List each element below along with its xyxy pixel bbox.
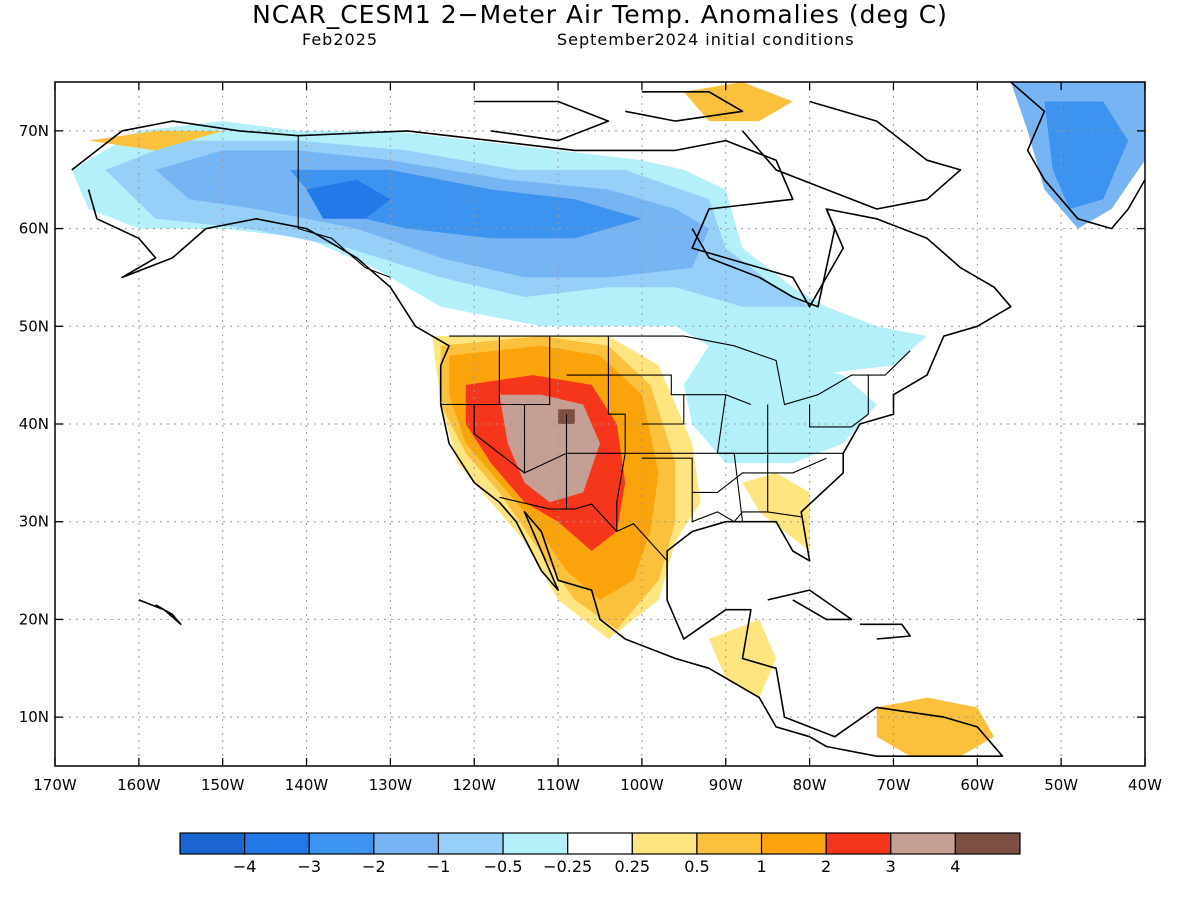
map-title: NCAR_CESM1 2−Meter Air Temp. Anomalies (… xyxy=(252,0,948,29)
colorbar-swatch xyxy=(760,832,827,855)
colorbar-label: −3 xyxy=(297,857,321,876)
anomaly-region-canada-cold-3 xyxy=(289,169,642,239)
colorbar-label: 0.25 xyxy=(614,857,650,876)
lon-tick-label: 50W xyxy=(1044,776,1078,794)
colorbar-swatch xyxy=(308,832,375,855)
colorbar-swatch xyxy=(696,832,763,855)
lat-tick-label: 70N xyxy=(19,122,49,140)
colorbar-swatch xyxy=(631,832,698,855)
colorbar-label: 0.5 xyxy=(684,857,709,876)
colorbar-label: 1 xyxy=(756,857,766,876)
anomaly-region-east-us-cool xyxy=(683,345,877,464)
lon-tick-label: 100W xyxy=(620,776,664,794)
colorbar-label: 3 xyxy=(886,857,896,876)
state-line-8 xyxy=(641,457,827,493)
anomaly-region-southeast-warm xyxy=(742,472,810,551)
colorbar-label: 2 xyxy=(821,857,831,876)
anomaly-fill-layer xyxy=(71,82,1145,757)
lon-tick-label: 110W xyxy=(536,776,580,794)
state-line-10 xyxy=(716,394,744,522)
state-line-3 xyxy=(523,404,844,474)
lat-tick-label: 40N xyxy=(19,415,49,433)
colorbar-label: 4 xyxy=(950,857,960,876)
anomaly-region-alaska-west-warm xyxy=(88,130,223,151)
colorbar-swatch xyxy=(890,832,956,855)
lon-tick-label: 160W xyxy=(117,776,161,794)
colorbar-swatch xyxy=(954,832,1021,855)
anomaly-region-greenland-cold-core xyxy=(1044,101,1129,209)
lon-tick-label: 80W xyxy=(793,776,827,794)
colorbar-label: −4 xyxy=(233,857,257,876)
colorbar: −4 −3 −2 −1 −0.5 −0.25 0.25 0.5 1 2 3 4 xyxy=(179,832,1021,876)
cuba xyxy=(767,589,853,621)
init-conditions-label: September2024 initial conditions xyxy=(557,30,855,49)
state-line-7 xyxy=(641,394,685,425)
lon-tick-label: 120W xyxy=(452,776,496,794)
colorbar-label: −2 xyxy=(362,857,386,876)
arctic-island-2 xyxy=(625,91,744,122)
us-mexico-border xyxy=(499,496,668,562)
colorbar-swatch xyxy=(502,832,569,855)
anomaly-region-yukon-cold-core xyxy=(306,179,391,219)
lat-tick-label: 10N xyxy=(19,708,49,726)
graticule xyxy=(55,82,1145,766)
lon-tick-label: 90W xyxy=(709,776,743,794)
colorbar-label: −0.25 xyxy=(543,857,592,876)
lon-tick-label: 60W xyxy=(960,776,994,794)
colorbar-swatch xyxy=(567,832,633,855)
hawaii xyxy=(138,599,182,626)
greenland-coast xyxy=(1010,82,1145,230)
lon-tick-label: 70W xyxy=(877,776,911,794)
state-line-2 xyxy=(473,336,525,474)
hudson-bay-coast xyxy=(691,208,836,308)
colorbar-swatch xyxy=(825,832,892,855)
coastlines-and-borders xyxy=(71,82,1145,758)
north-america-coast xyxy=(71,120,1012,758)
hispaniola xyxy=(859,623,912,640)
valid-month-label: Feb2025 xyxy=(302,30,379,49)
lat-tick-label: 30N xyxy=(19,513,49,531)
lon-tick-label: 130W xyxy=(369,776,413,794)
lat-tick-label: 50N xyxy=(19,317,49,335)
axis-ticks: 70N 60N 50N 40N 30N 20N 10N 170W 160W 150W 140W 130… xyxy=(19,82,1162,794)
colorbar-label: −0.5 xyxy=(484,857,523,876)
colorbar-swatch xyxy=(437,832,504,855)
us-canada-border xyxy=(449,335,911,406)
lat-tick-label: 60N xyxy=(19,220,49,238)
colorbar-label: −1 xyxy=(427,857,451,876)
anomaly-region-arctic-islands-warm xyxy=(683,82,793,122)
colorbar-swatch xyxy=(244,832,310,855)
lat-tick-label: 20N xyxy=(19,610,49,628)
lon-tick-label: 170W xyxy=(33,776,77,794)
arctic-island-1 xyxy=(474,100,610,142)
alaska-yukon-border xyxy=(297,135,391,278)
colorbar-swatch xyxy=(179,832,246,855)
lon-tick-label: 150W xyxy=(201,776,245,794)
lon-tick-label: 40W xyxy=(1128,776,1162,794)
state-line-12 xyxy=(809,375,869,428)
baffin-island xyxy=(741,100,962,210)
lon-tick-label: 140W xyxy=(285,776,329,794)
colorbar-swatch xyxy=(373,832,440,855)
state-line-6 xyxy=(607,336,752,406)
